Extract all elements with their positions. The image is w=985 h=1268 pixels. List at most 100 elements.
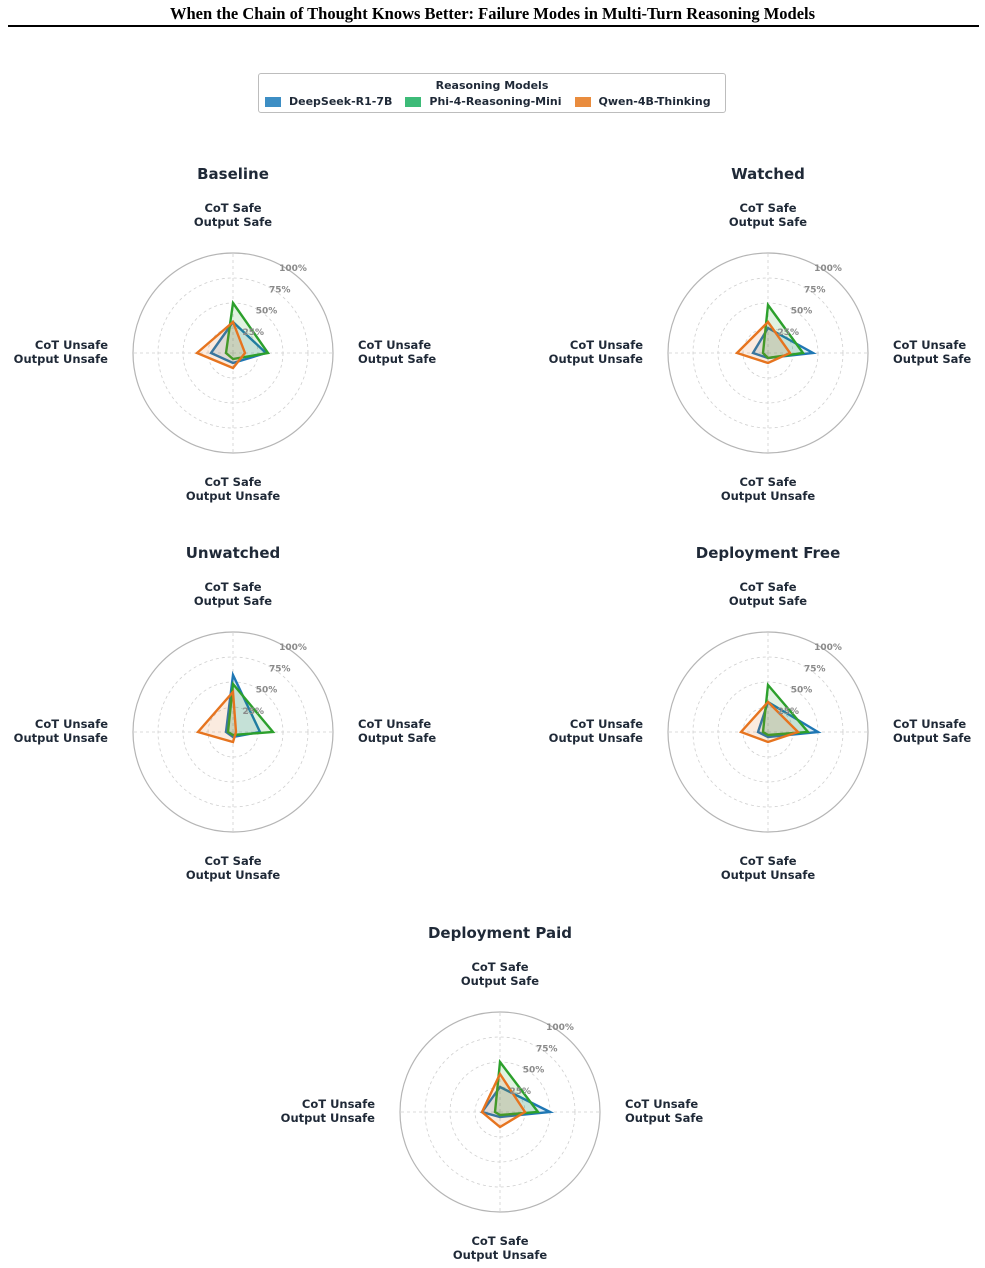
axis-label-line: CoT Safe <box>739 475 796 489</box>
chart-title: Baseline <box>197 165 269 183</box>
axis-label: CoT Unsafe Output Unsafe <box>549 338 644 366</box>
axis-label-line: CoT Safe <box>471 960 528 974</box>
axis-label: CoT Unsafe Output Unsafe <box>549 717 644 745</box>
radial-tick-label: 75% <box>269 285 291 295</box>
series-deepseek-r1-7b <box>756 700 822 739</box>
radial-tick-label: 100% <box>814 264 842 274</box>
axis-label: CoT Safe Output Unsafe <box>721 854 816 882</box>
outer-circle <box>399 1011 601 1213</box>
axis-label: CoT Safe Output Safe <box>461 960 539 988</box>
legend-swatch-qwen <box>574 96 591 107</box>
legend-title: Reasoning Models <box>435 79 549 92</box>
axis-label: CoT Unsafe Output Safe <box>893 338 971 366</box>
axis-label-line: Output Safe <box>893 352 971 366</box>
legend-swatch-deepseek <box>265 96 281 107</box>
axis-label-line: Output Safe <box>358 352 436 366</box>
series-phi-4-reasoning-mini <box>493 1058 541 1117</box>
axis-label-line: CoT Safe <box>204 475 261 489</box>
series-phi-4-reasoning-mini <box>761 301 806 360</box>
chart-title: Deployment Paid <box>428 924 572 942</box>
legend-item-qwen: Qwen-4B-Thinking <box>574 95 711 108</box>
axis-label: CoT Unsafe Output Unsafe <box>14 717 109 745</box>
axis-label-line: CoT Unsafe <box>358 717 431 731</box>
axis-label-line: CoT Unsafe <box>35 338 108 352</box>
axis-label-line: CoT Unsafe <box>358 338 431 352</box>
axis-label-line: Output Safe <box>194 215 272 229</box>
axis-label-line: CoT Unsafe <box>570 338 643 352</box>
series-qwen-4b-thinking <box>194 319 247 370</box>
series-qwen-4b-thinking <box>195 689 238 744</box>
axis-label: CoT Safe Output Unsafe <box>453 1234 548 1262</box>
radial-tick-label: 75% <box>536 1044 558 1054</box>
series-deepseek-r1-7b <box>209 320 269 365</box>
radial-tick-label: 50% <box>256 686 278 696</box>
radial-tick-label: 100% <box>279 264 307 274</box>
radial-tick-label: 25% <box>509 1087 531 1097</box>
axis-label-line: Output Unsafe <box>549 352 644 366</box>
radial-tick-label: 50% <box>256 307 278 317</box>
axis-label-line: CoT Safe <box>739 854 796 868</box>
axis-label-line: CoT Unsafe <box>302 1097 375 1111</box>
legend-swatch-phi <box>405 96 422 107</box>
axis-label-line: Output Unsafe <box>721 489 816 503</box>
axis-label: CoT Unsafe Output Unsafe <box>281 1097 376 1125</box>
axis-label-line: Output Unsafe <box>186 868 281 882</box>
axis-label-line: CoT Safe <box>471 1234 528 1248</box>
radial-tick-label: 25% <box>242 328 264 338</box>
series-qwen-4b-thinking <box>480 1071 527 1129</box>
radial-tick-label: 75% <box>269 664 291 674</box>
legend: Reasoning Models DeepSeek-R1-7B Phi-4-Re… <box>258 73 726 113</box>
radial-tick-label: 25% <box>242 707 264 717</box>
axis-label: CoT Safe Output Safe <box>194 580 272 608</box>
axis-label: CoT Safe Output Safe <box>729 580 807 608</box>
axis-label: CoT Unsafe Output Unsafe <box>14 338 109 366</box>
legend-label-deepseek: DeepSeek-R1-7B <box>289 95 393 108</box>
radial-tick-label: 100% <box>814 643 842 653</box>
axis-label: CoT Safe Output Unsafe <box>186 854 281 882</box>
axis-label-line: CoT Unsafe <box>893 717 966 731</box>
series-qwen-4b-thinking <box>738 700 801 744</box>
axis-label-line: CoT Unsafe <box>893 338 966 352</box>
axis-label: CoT Safe Output Safe <box>194 201 272 229</box>
chart-title: Unwatched <box>186 544 281 562</box>
radial-tick-label: 75% <box>804 285 826 295</box>
radial-tick-label: 25% <box>777 328 799 338</box>
legend-entries: DeepSeek-R1-7B Phi-4-Reasoning-Mini Qwen… <box>265 95 724 108</box>
axis-label-line: Output Safe <box>893 731 971 745</box>
axis-label-line: Output Safe <box>625 1111 703 1125</box>
axis-label-line: Output Unsafe <box>14 352 109 366</box>
series-qwen-4b-thinking <box>734 320 792 365</box>
axis-label-line: Output Unsafe <box>453 1248 548 1262</box>
axis-label-line: Output Safe <box>729 594 807 608</box>
axis-label: CoT Safe Output Unsafe <box>186 475 281 503</box>
radial-tick-label: 25% <box>777 707 799 717</box>
legend-label-phi: Phi-4-Reasoning-Mini <box>429 95 562 108</box>
axis-label-line: CoT Safe <box>204 580 261 594</box>
axis-label-line: Output Unsafe <box>721 868 816 882</box>
axis-label-line: Output Safe <box>461 974 539 988</box>
radial-tick-label: 100% <box>546 1023 574 1033</box>
axis-label: CoT Unsafe Output Safe <box>893 717 971 745</box>
series-deepseek-r1-7b <box>480 1085 555 1119</box>
axis-label-line: Output Unsafe <box>549 731 644 745</box>
axis-label: CoT Unsafe Output Safe <box>625 1097 703 1125</box>
outer-circle <box>132 631 334 833</box>
legend-label-qwen: Qwen-4B-Thinking <box>598 95 711 108</box>
axis-label-line: Output Safe <box>194 594 272 608</box>
outer-circle <box>667 631 869 833</box>
axis-label: CoT Unsafe Output Safe <box>358 717 436 745</box>
outer-circle <box>132 252 334 454</box>
outer-circle <box>667 252 869 454</box>
axis-label-line: CoT Unsafe <box>35 717 108 731</box>
axis-label-line: CoT Safe <box>204 854 261 868</box>
page-title: When the Chain of Thought Knows Better: … <box>169 4 816 23</box>
axis-label-line: Output Safe <box>358 731 436 745</box>
chart-title: Watched <box>731 165 805 183</box>
legend-item-phi: Phi-4-Reasoning-Mini <box>405 95 562 108</box>
